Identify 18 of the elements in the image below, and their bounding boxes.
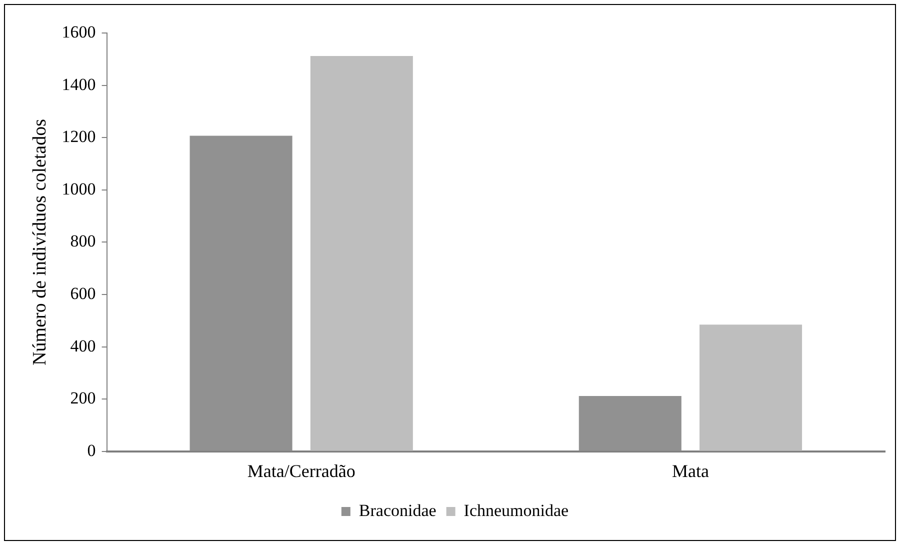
y-axis-title: Número de indivíduos coletados xyxy=(29,118,50,366)
y-tick-label: 1200 xyxy=(62,127,96,146)
y-tick-label: 1000 xyxy=(62,179,96,198)
x-tick-label: Mata/Cerradão xyxy=(247,460,356,481)
bar xyxy=(578,396,682,451)
y-tick-label: 1400 xyxy=(62,74,96,94)
y-tick-label: 400 xyxy=(70,336,96,356)
x-tick-label: Mata xyxy=(672,460,709,481)
bar xyxy=(190,136,292,451)
bar xyxy=(699,324,802,451)
y-tick-label: 0 xyxy=(87,440,96,460)
y-tick-label: 200 xyxy=(70,388,96,408)
legend-label: Braconidae xyxy=(358,500,436,520)
y-tick-label: 800 xyxy=(70,232,96,251)
legend-label: Ichneumonidae xyxy=(464,500,569,520)
y-tick-label: 1600 xyxy=(62,22,96,42)
y-tick-label: 600 xyxy=(70,284,96,303)
bar xyxy=(310,56,413,451)
